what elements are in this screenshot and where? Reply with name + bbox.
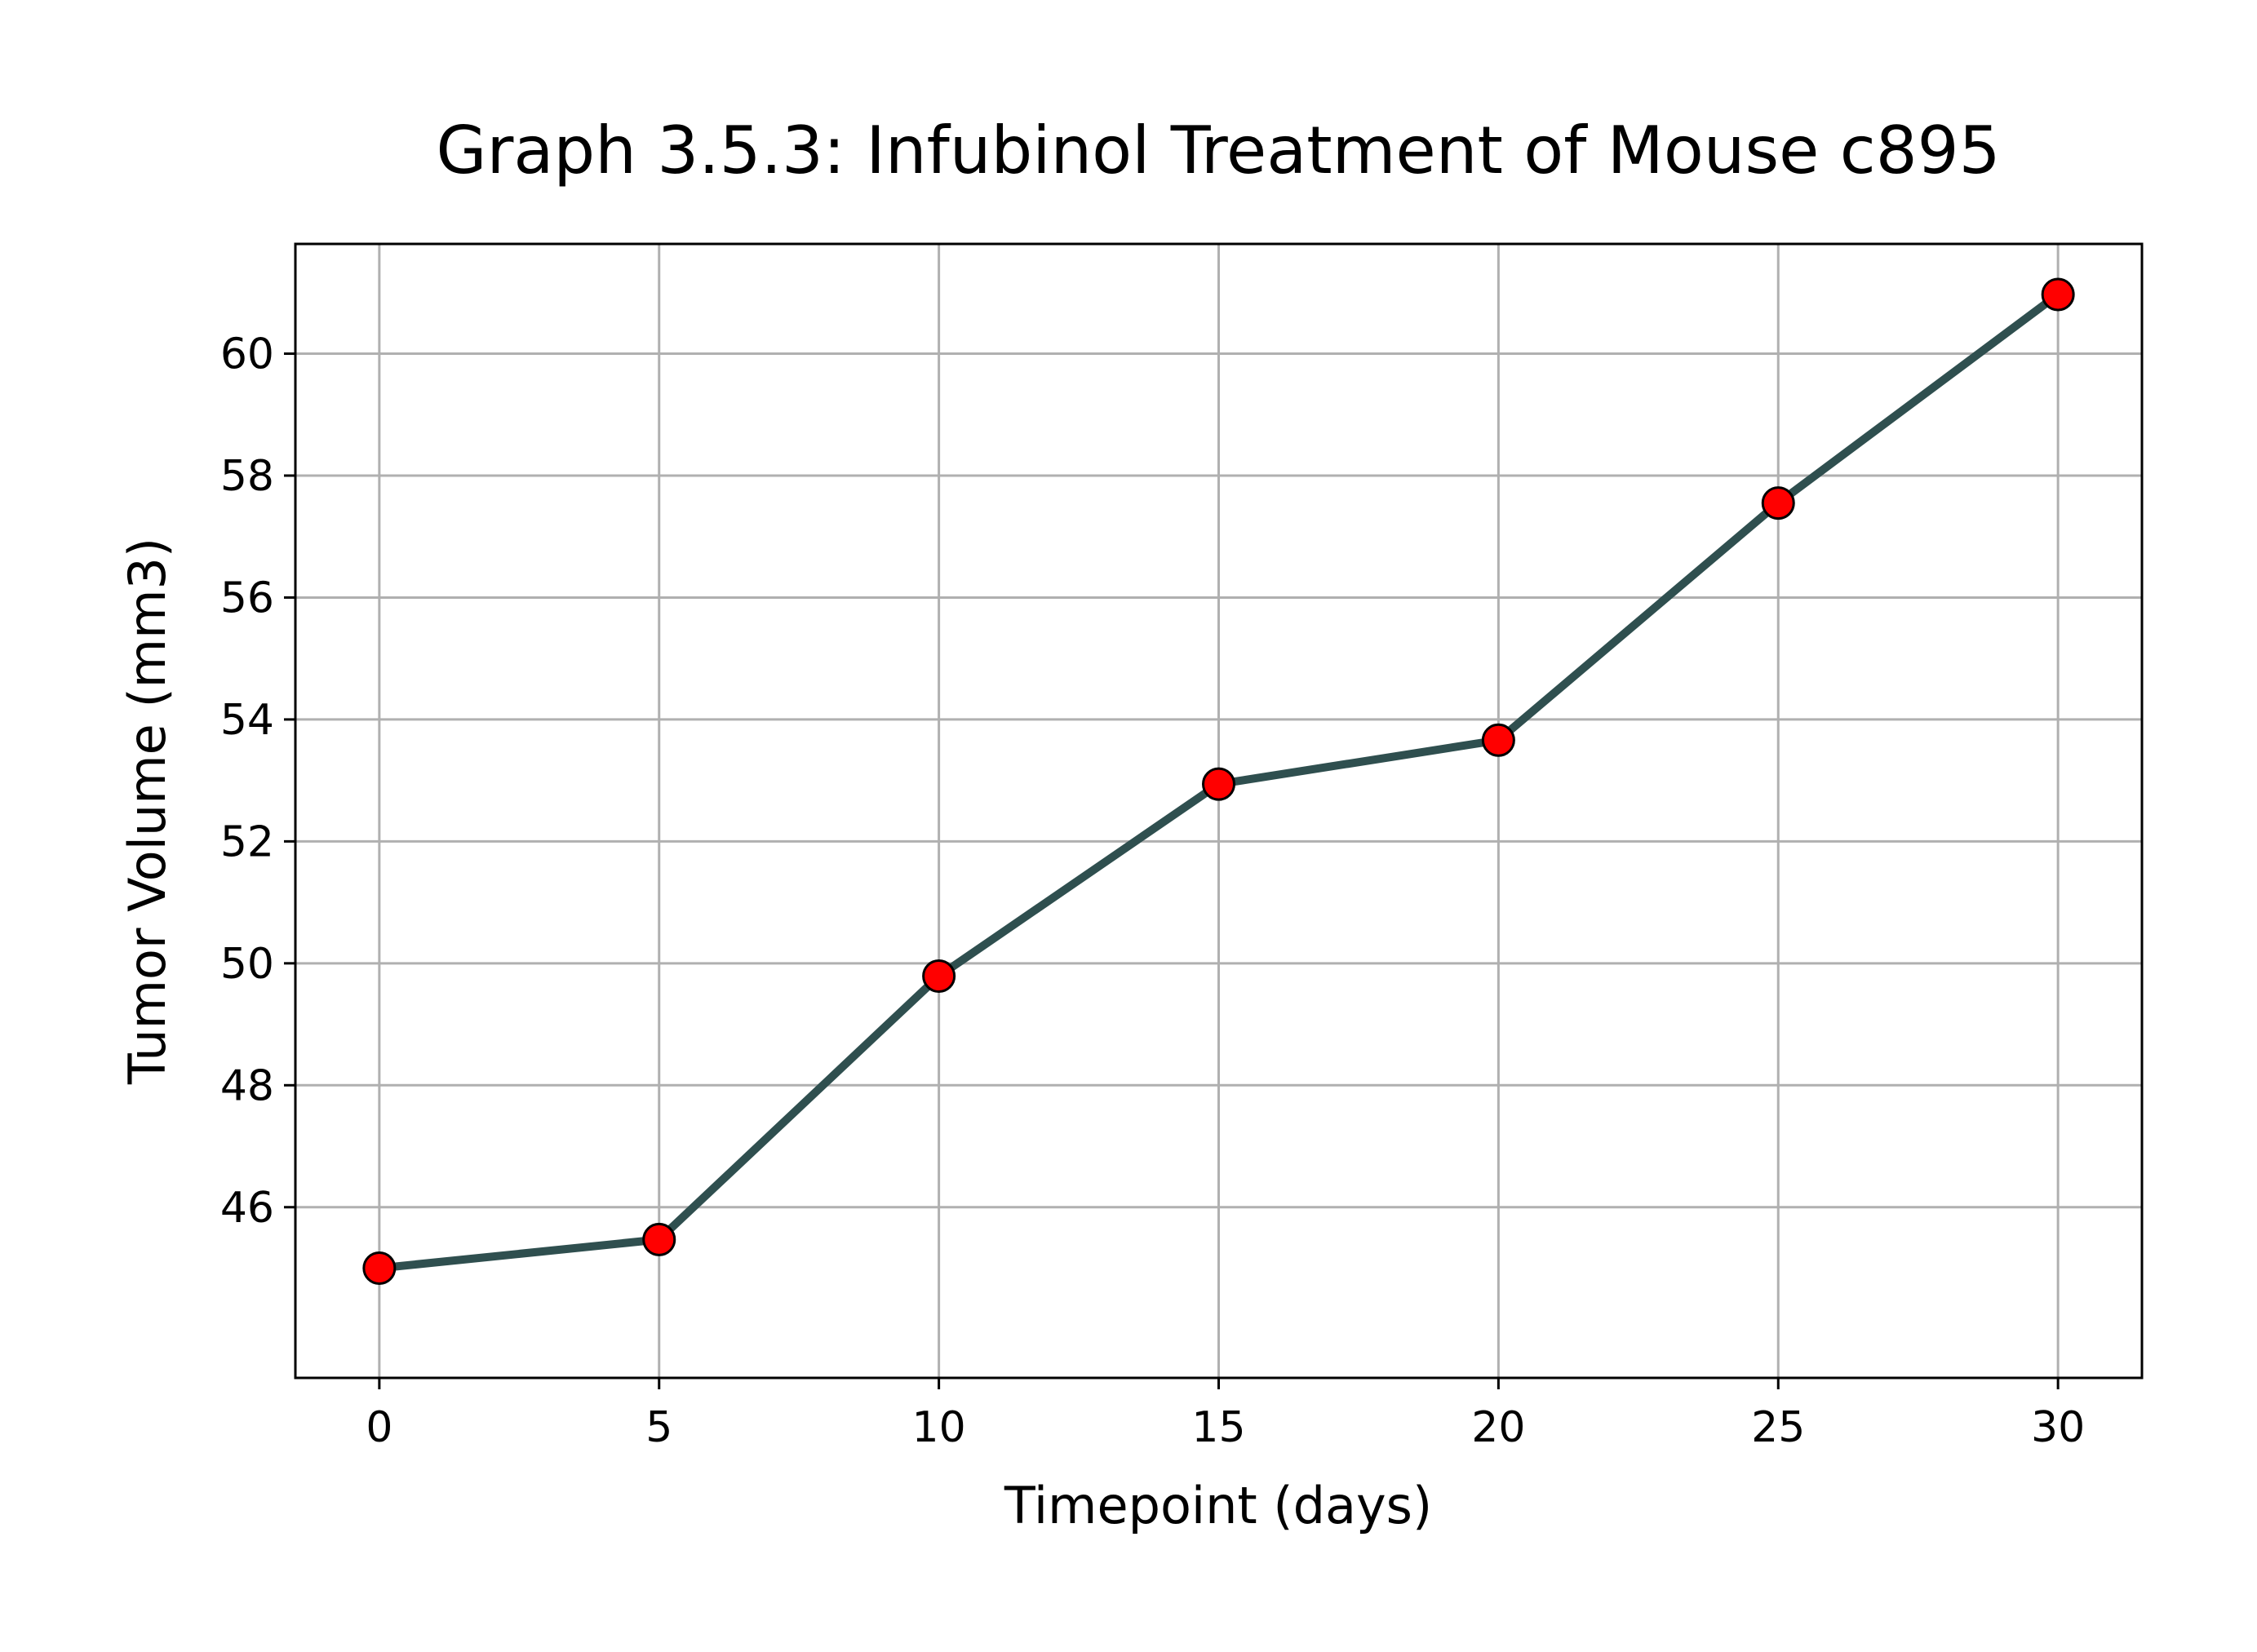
x-tick-label: 25 bbox=[1751, 1403, 1805, 1452]
grid-lines bbox=[295, 244, 2142, 1378]
y-tick-label: 54 bbox=[220, 696, 274, 745]
data-point bbox=[2041, 277, 2075, 312]
x-tick-label: 0 bbox=[366, 1403, 392, 1452]
x-tick-label: 20 bbox=[1471, 1403, 1525, 1452]
y-tick-label: 50 bbox=[220, 940, 274, 989]
y-tick-label: 52 bbox=[220, 817, 274, 866]
axis-ticks: 0 5 10 15 20 25 30 46 48 50 52 54 56 58 60 bbox=[220, 330, 2085, 1452]
y-tick-label: 46 bbox=[220, 1184, 274, 1233]
data-point bbox=[362, 1251, 397, 1285]
data-point bbox=[1481, 723, 1515, 757]
x-tick-label: 15 bbox=[1191, 1403, 1245, 1452]
y-axis-label: Tumor Volume (mm3) bbox=[118, 538, 177, 1085]
data-point bbox=[642, 1222, 676, 1256]
x-tick-label: 30 bbox=[2031, 1403, 2085, 1452]
data-point bbox=[1761, 486, 1795, 520]
data-point bbox=[1202, 767, 1235, 801]
data-point bbox=[922, 959, 956, 994]
x-tick-label: 5 bbox=[645, 1403, 672, 1452]
y-tick-label: 48 bbox=[220, 1061, 274, 1110]
y-tick-label: 58 bbox=[220, 452, 274, 501]
x-axis-label: Timepoint (days) bbox=[1004, 1476, 1432, 1535]
x-tick-label: 10 bbox=[912, 1403, 966, 1452]
data-series bbox=[362, 277, 2075, 1285]
chart-title: Graph 3.5.3: Infubinol Treatment of Mous… bbox=[437, 113, 2001, 188]
y-tick-label: 60 bbox=[220, 330, 274, 379]
y-tick-label: 56 bbox=[220, 574, 274, 622]
